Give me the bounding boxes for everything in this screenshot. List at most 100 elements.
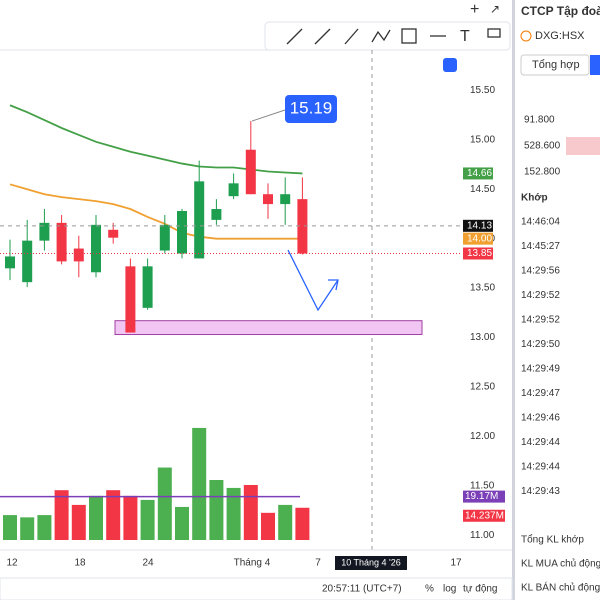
panel-price-bar bbox=[566, 137, 600, 155]
volume-badge-label: 19.17M bbox=[465, 491, 498, 502]
x-crosshair-label: 10 Tháng 4 '26 bbox=[341, 557, 401, 567]
y-tick-label: 11.00 bbox=[470, 530, 495, 541]
volume-bar bbox=[54, 490, 69, 540]
candle-body bbox=[211, 209, 222, 220]
status-bar bbox=[0, 577, 513, 601]
volume-bar bbox=[157, 467, 172, 540]
tool-ray[interactable] bbox=[314, 28, 331, 45]
volume-badge bbox=[463, 490, 505, 503]
panel-tab-label: Tổng hợp bbox=[532, 59, 580, 71]
tool-wave[interactable] bbox=[371, 29, 391, 43]
volume-bar bbox=[209, 480, 224, 540]
candle-body bbox=[108, 229, 119, 238]
x-tick-label: Tháng 4 bbox=[234, 558, 271, 569]
volume-bar bbox=[192, 427, 207, 540]
candle-body bbox=[280, 194, 291, 205]
y-tick-label: 14.50 bbox=[470, 184, 495, 195]
y-tick-label: 13.00 bbox=[470, 332, 495, 343]
y-tick-label: 15.50 bbox=[470, 85, 495, 96]
drawing-toolbar[interactable] bbox=[264, 21, 511, 51]
panel-footer: KL BÁN chủ động bbox=[521, 581, 600, 594]
y-tick-label: 12.50 bbox=[470, 382, 495, 393]
price-badge-label: 14.00 bbox=[467, 233, 492, 244]
panel-time: 14:29:49 bbox=[521, 364, 560, 375]
tool-brush[interactable] bbox=[344, 28, 359, 45]
panel-time: 14:29:44 bbox=[521, 462, 560, 473]
candle-body bbox=[125, 266, 136, 333]
panel-tab[interactable] bbox=[520, 54, 590, 76]
panel-time: 14:29:43 bbox=[521, 486, 560, 497]
candle-body bbox=[159, 224, 170, 251]
panel-time: 14:29:50 bbox=[521, 339, 560, 350]
price-badge-label: 14.13 bbox=[467, 220, 492, 231]
x-tick-label: 24 bbox=[142, 558, 154, 569]
candle-body bbox=[245, 149, 256, 195]
volume-bar bbox=[140, 499, 155, 540]
volume-bar bbox=[226, 487, 241, 540]
volume-bar bbox=[123, 495, 138, 540]
panel-footer: Tổng KL khớp bbox=[521, 534, 584, 546]
settings-btn[interactable] bbox=[443, 58, 457, 72]
volume-bar bbox=[175, 506, 189, 540]
y-tick-label: 13.50 bbox=[470, 283, 495, 294]
volume-badge-label: 14.237M bbox=[465, 510, 504, 521]
volume-badge bbox=[463, 509, 505, 522]
annotation-box bbox=[285, 95, 337, 123]
candle-body bbox=[91, 224, 101, 273]
candle-body bbox=[73, 248, 84, 262]
candle-body bbox=[142, 266, 153, 308]
arrow-head bbox=[328, 279, 339, 291]
tool-line[interactable] bbox=[286, 28, 303, 45]
candle-body bbox=[22, 240, 33, 283]
status-button[interactable]: % bbox=[425, 584, 434, 595]
candle-body bbox=[177, 211, 187, 254]
volume-bar bbox=[278, 504, 293, 540]
x-tick-label: 17 bbox=[450, 558, 462, 569]
x-tick-label: 12 bbox=[6, 558, 18, 569]
tool-note[interactable] bbox=[487, 28, 501, 38]
volume-bar bbox=[243, 484, 258, 540]
volume-bar bbox=[295, 507, 310, 540]
volume-bar bbox=[71, 504, 86, 540]
volume-bar bbox=[89, 495, 103, 540]
status-button[interactable]: tự động bbox=[463, 584, 498, 595]
candle-body bbox=[39, 222, 50, 241]
volume-bar bbox=[20, 517, 35, 540]
panel-time: 14:29:46 bbox=[521, 413, 560, 424]
status-button[interactable]: log bbox=[443, 584, 456, 595]
panel-time: 14:46:04 bbox=[521, 217, 560, 228]
candle-body bbox=[228, 183, 239, 197]
tool-rect[interactable] bbox=[401, 28, 417, 44]
panel-price: 152.800 bbox=[524, 167, 561, 178]
volume-bar bbox=[261, 512, 275, 540]
candle-body bbox=[297, 199, 308, 254]
price-badge-label: 14.66 bbox=[467, 168, 492, 179]
expand-icon[interactable]: ↗ bbox=[490, 2, 500, 16]
ma-line bbox=[9, 183, 303, 240]
annotation-leader bbox=[251, 109, 286, 122]
panel-section: Khớp bbox=[521, 193, 548, 204]
panel-time: 14:29:52 bbox=[521, 315, 560, 326]
price-badge bbox=[463, 247, 493, 260]
candle-body bbox=[5, 256, 15, 269]
panel-time: 14:45:27 bbox=[521, 241, 560, 252]
price-badge bbox=[463, 167, 493, 180]
divider bbox=[512, 0, 515, 600]
x-crosshair-badge bbox=[335, 556, 407, 570]
panel-footer: KL MUA chủ động bbox=[521, 558, 600, 570]
panel-tab-active[interactable] bbox=[590, 55, 600, 75]
candle-body bbox=[194, 181, 205, 259]
candle-body bbox=[263, 194, 273, 205]
plus-icon[interactable]: + bbox=[470, 1, 479, 18]
panel-time: 14:29:56 bbox=[521, 266, 560, 277]
volume-bar bbox=[106, 490, 121, 540]
volume-bar bbox=[37, 515, 52, 540]
tool-text[interactable]: T bbox=[460, 28, 470, 45]
price-badge-label: 13.85 bbox=[467, 248, 492, 259]
volume-bar bbox=[3, 515, 17, 540]
x-tick-label: 18 bbox=[74, 558, 86, 569]
panel-symbol: DXG:HSX bbox=[535, 30, 585, 42]
annotation-label: 15.19 bbox=[290, 98, 333, 117]
panel-time: 14:29:47 bbox=[521, 388, 560, 399]
